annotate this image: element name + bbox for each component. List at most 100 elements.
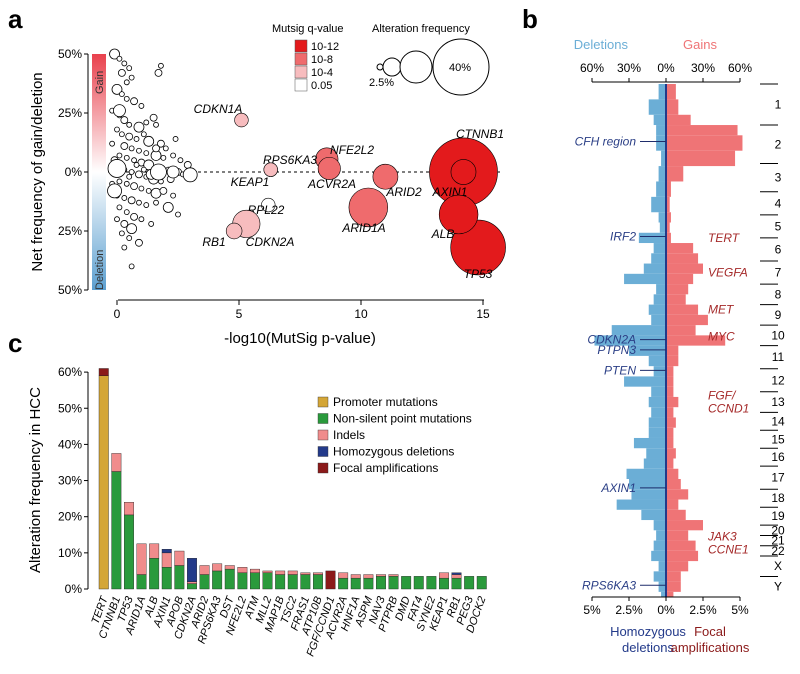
chromosome-label: 14 bbox=[771, 414, 785, 428]
bar-segment-acvr2a bbox=[338, 577, 349, 590]
focal-gene-label: CCNE1 bbox=[708, 542, 749, 556]
background-gene-point bbox=[107, 183, 122, 199]
q-legend-swatch bbox=[294, 39, 308, 53]
background-gene-point bbox=[157, 139, 165, 148]
bar-segment-fgfccnd1 bbox=[325, 570, 336, 590]
deletion-segment bbox=[659, 222, 666, 233]
gradient-deletion-label: Deletion bbox=[94, 250, 106, 290]
gene-label-rb1: RB1 bbox=[202, 235, 225, 249]
size-legend-40: 40% bbox=[449, 62, 471, 74]
bar-segment-apob bbox=[174, 565, 185, 590]
gain-segment bbox=[666, 561, 689, 572]
gain-segment bbox=[666, 99, 679, 115]
deletion-segment bbox=[611, 325, 666, 336]
gain-segment bbox=[666, 125, 738, 136]
gain-deletion-gradient-bar bbox=[92, 54, 106, 290]
bar-segment-arid1a bbox=[136, 543, 147, 575]
deletion-segment bbox=[651, 550, 666, 562]
a-y-tick-label: 50% bbox=[58, 47, 82, 61]
bar-segment-atp10b bbox=[313, 574, 323, 590]
background-gene-point bbox=[120, 142, 129, 150]
chromosome-label: 7 bbox=[775, 266, 782, 280]
bar-segment-aspm bbox=[363, 574, 374, 579]
background-gene-point bbox=[183, 161, 192, 169]
homdel-gene-label: PTPN3 bbox=[597, 343, 636, 357]
background-gene-point bbox=[136, 199, 142, 206]
background-gene-point bbox=[130, 212, 138, 221]
bar-segment-nfe2l2 bbox=[237, 572, 248, 590]
background-gene-point bbox=[127, 196, 136, 205]
bar-segment-hnf1a bbox=[350, 577, 361, 590]
b-bottom-tick-label: 5% bbox=[731, 603, 749, 617]
chromosome-label: 19 bbox=[771, 509, 785, 523]
c-y-tick-label: 50% bbox=[58, 401, 82, 415]
gain-segment bbox=[666, 591, 674, 597]
background-gene-point bbox=[177, 157, 184, 164]
b-focal-label-1: Focal bbox=[694, 624, 726, 639]
gene-label-rps6ka3: RPS6KA3 bbox=[263, 153, 317, 167]
gain-segment bbox=[666, 355, 679, 367]
gain-segment bbox=[666, 222, 670, 233]
bar-segment-mll2 bbox=[262, 572, 273, 590]
b-top-tick-label: 30% bbox=[617, 61, 641, 75]
background-gene-point bbox=[170, 192, 177, 199]
bar-segment-fat4 bbox=[413, 576, 424, 590]
bar-segment-tsc2 bbox=[287, 574, 298, 590]
background-gene-point bbox=[109, 140, 116, 147]
background-gene-point bbox=[121, 195, 128, 201]
homdel-gene-label: AXIN1 bbox=[600, 481, 636, 495]
background-gene-point bbox=[143, 119, 150, 126]
chromosome-label: 22 bbox=[771, 544, 785, 558]
background-gene-point bbox=[121, 60, 128, 67]
gain-segment bbox=[666, 448, 676, 459]
q-legend-label: 10-4 bbox=[311, 67, 333, 79]
bar-segment-ptprb bbox=[388, 576, 399, 590]
c-legend-label: Non-silent point mutations bbox=[333, 412, 472, 426]
bar-segment-axin1 bbox=[161, 549, 172, 554]
gain-segment bbox=[666, 253, 699, 264]
background-gene-point bbox=[133, 162, 140, 168]
q-legend-label: 10-8 bbox=[311, 54, 333, 66]
background-gene-point bbox=[143, 202, 150, 208]
b-bottom-tick-label: 2.5% bbox=[615, 603, 643, 617]
c-legend-swatch bbox=[317, 396, 329, 408]
b-bottom-tick-label: 0% bbox=[657, 603, 675, 617]
panel-label-c: c bbox=[8, 328, 22, 358]
background-gene-point bbox=[143, 135, 155, 147]
gain-segment bbox=[666, 479, 681, 490]
deletion-segment bbox=[648, 427, 666, 438]
bar-segment-mll2 bbox=[262, 570, 273, 573]
background-gene-point bbox=[107, 159, 127, 178]
deletion-segment bbox=[651, 314, 666, 326]
gain-segment bbox=[666, 243, 694, 254]
gene-point-rpl22 bbox=[261, 197, 276, 213]
background-gene-point bbox=[126, 223, 138, 235]
chromosome-label: X bbox=[774, 559, 782, 573]
background-gene-point bbox=[154, 68, 163, 77]
size-legend-large bbox=[399, 50, 433, 84]
focal-gene-label: FGF/ bbox=[708, 388, 737, 402]
chromosome-label: 8 bbox=[775, 287, 782, 301]
chromosome-label: 17 bbox=[771, 471, 785, 485]
background-gene-point bbox=[172, 136, 179, 142]
gene-point-arid1a bbox=[348, 187, 389, 228]
a-x-tick-label: 15 bbox=[476, 307, 490, 321]
bar-segment-atm bbox=[249, 568, 260, 573]
a-y-tick-label: 25% bbox=[58, 224, 82, 238]
chromosome-label: 3 bbox=[775, 171, 782, 185]
gain-segment bbox=[666, 437, 674, 449]
deletion-segment bbox=[656, 125, 666, 136]
q-legend-label: 10-12 bbox=[311, 41, 339, 53]
gain-segment bbox=[666, 150, 736, 167]
deletion-segment bbox=[648, 355, 666, 367]
background-gene-point bbox=[145, 187, 152, 194]
bar-segment-fras1 bbox=[300, 572, 311, 575]
bar-segment-dst bbox=[224, 568, 235, 590]
background-gene-point bbox=[135, 170, 143, 179]
gene-point-axin1 bbox=[450, 159, 477, 185]
deletion-segment bbox=[658, 84, 666, 100]
background-gene-point bbox=[131, 157, 137, 164]
chromosome-label: 4 bbox=[775, 196, 782, 210]
c-y-tick-label: 20% bbox=[58, 510, 82, 524]
background-gene-point bbox=[140, 131, 147, 138]
